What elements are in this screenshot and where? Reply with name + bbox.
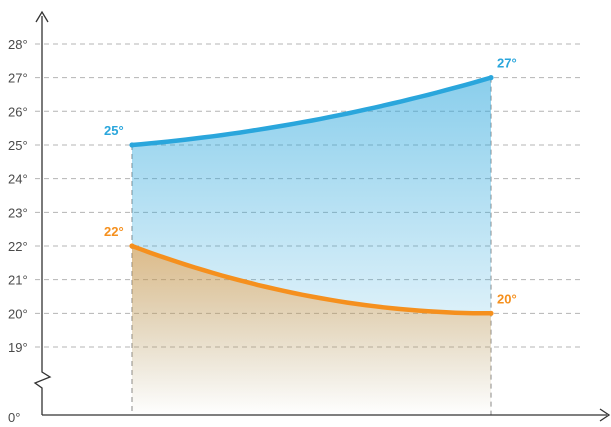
y-tick-label: 19° <box>8 340 28 355</box>
y-axis <box>33 16 52 415</box>
series-1-area <box>132 246 491 415</box>
series-lines <box>129 75 494 316</box>
data-label: 22° <box>104 224 124 239</box>
y-tick-label: 28° <box>8 37 28 52</box>
y-tick-label: 21° <box>8 273 28 288</box>
y-tick-label: 26° <box>8 104 28 119</box>
series-0-line <box>129 75 494 148</box>
data-label: 25° <box>104 123 124 138</box>
data-point <box>488 75 494 81</box>
labels: 0° 19° 20° 21° 22° 23° 24° 25° 26° 27° 28° 25° 27° 22… <box>8 37 517 425</box>
x-axis-arrow <box>599 408 611 422</box>
series-areas <box>132 77 491 415</box>
y-tick-label: 24° <box>8 172 28 187</box>
data-point <box>129 243 135 249</box>
data-label: 27° <box>497 56 517 71</box>
series-1-line <box>129 243 494 316</box>
y-tick-label: 22° <box>8 239 28 254</box>
y-tick-label: 20° <box>8 306 28 321</box>
data-point <box>488 310 494 316</box>
y-tick-label: 0° <box>8 410 20 425</box>
axes <box>33 10 611 422</box>
data-point <box>129 142 135 148</box>
data-label: 20° <box>497 291 517 306</box>
y-tick-label: 23° <box>8 205 28 220</box>
y-axis-arrow <box>35 10 49 23</box>
y-tick-label: 27° <box>8 71 28 86</box>
y-tick-label: 25° <box>8 138 28 153</box>
